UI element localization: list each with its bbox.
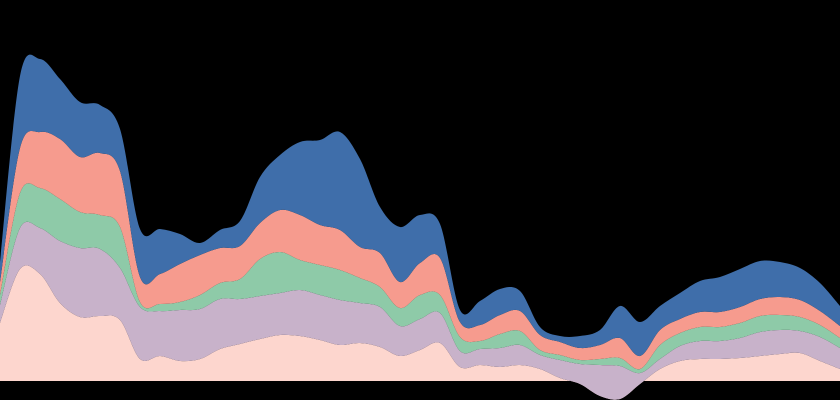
area-series-1 — [0, 265, 840, 400]
area-layers — [0, 54, 840, 400]
